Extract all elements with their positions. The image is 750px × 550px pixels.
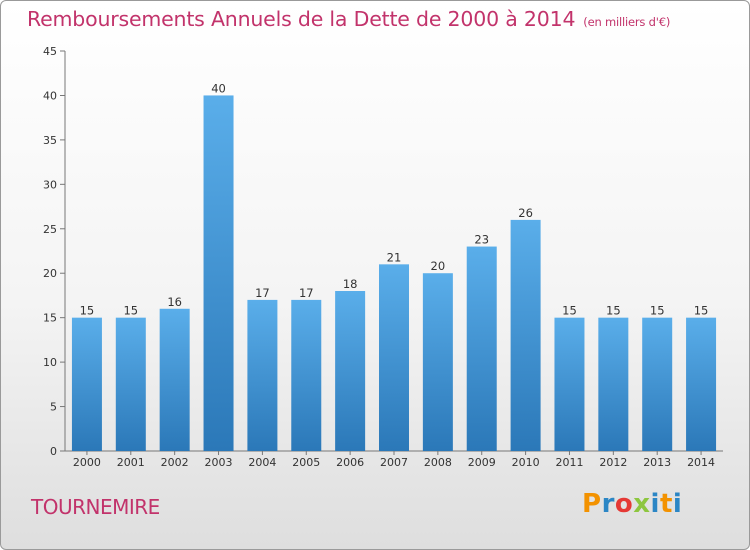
data-label: 15 bbox=[694, 304, 709, 318]
data-label: 21 bbox=[387, 250, 402, 264]
data-label: 15 bbox=[650, 304, 665, 318]
x-tick-label: 2013 bbox=[643, 456, 671, 469]
x-tick-label: 2003 bbox=[205, 456, 233, 469]
x-tick-label: 2001 bbox=[117, 456, 145, 469]
x-tick-label: 2007 bbox=[380, 456, 408, 469]
logo-letter: x bbox=[633, 489, 651, 519]
x-tick-label: 2014 bbox=[687, 456, 715, 469]
x-tick-label: 2008 bbox=[424, 456, 452, 469]
data-label: 40 bbox=[211, 81, 226, 95]
bar bbox=[71, 317, 102, 451]
bar bbox=[686, 317, 717, 451]
data-label: 23 bbox=[474, 233, 489, 247]
bar bbox=[642, 317, 673, 451]
proxiti-logo: Proxiti bbox=[582, 489, 682, 519]
title-text: Remboursements Annuels de la Dette de 20… bbox=[27, 7, 576, 31]
data-label: 15 bbox=[123, 304, 138, 318]
data-label: 15 bbox=[606, 304, 621, 318]
y-tick-label: 5 bbox=[50, 401, 57, 414]
bar bbox=[598, 317, 629, 451]
data-label: 15 bbox=[562, 304, 577, 318]
logo-letter: i bbox=[672, 489, 683, 519]
x-tick-label: 2012 bbox=[599, 456, 627, 469]
bar bbox=[510, 219, 541, 451]
chart-bars bbox=[71, 95, 717, 451]
y-tick-label: 0 bbox=[50, 445, 57, 458]
y-tick-label: 10 bbox=[43, 356, 57, 369]
bar bbox=[159, 308, 190, 451]
y-tick-label: 45 bbox=[43, 45, 57, 58]
x-tick-label: 2011 bbox=[555, 456, 583, 469]
bar bbox=[291, 299, 322, 451]
logo-letter: i bbox=[650, 489, 660, 519]
bar bbox=[115, 317, 146, 451]
x-tick-label: 2000 bbox=[73, 456, 101, 469]
data-label: 15 bbox=[80, 304, 95, 318]
bar bbox=[335, 291, 366, 451]
bar bbox=[466, 246, 497, 451]
y-tick-label: 40 bbox=[43, 89, 57, 102]
y-tick-label: 35 bbox=[43, 134, 57, 147]
x-tick-label: 2006 bbox=[336, 456, 364, 469]
x-tick-label: 2002 bbox=[161, 456, 189, 469]
y-tick-label: 15 bbox=[43, 312, 57, 325]
logo-letter: t bbox=[659, 489, 673, 519]
commune-name: TOURNEMIRE bbox=[31, 495, 160, 519]
x-tick-label: 2009 bbox=[468, 456, 496, 469]
y-tick-label: 20 bbox=[43, 267, 57, 280]
chart-title: Remboursements Annuels de la Dette de 20… bbox=[27, 7, 670, 31]
data-label: 17 bbox=[299, 286, 314, 300]
data-label: 17 bbox=[255, 286, 270, 300]
bar bbox=[422, 273, 453, 451]
data-label: 20 bbox=[431, 259, 446, 273]
chart-labels: 2000 15 2001 15 2002 16 2003 40 2004 17 2005 17 2006… bbox=[73, 81, 715, 469]
logo-letter: r bbox=[601, 489, 615, 519]
data-label: 16 bbox=[167, 295, 182, 309]
x-tick-label: 2004 bbox=[248, 456, 276, 469]
bar bbox=[554, 317, 585, 451]
y-tick-label: 25 bbox=[43, 223, 57, 236]
title-unit: (en milliers d'€) bbox=[583, 15, 671, 29]
data-label: 18 bbox=[343, 277, 358, 291]
bar bbox=[379, 264, 409, 451]
logo-letter: P bbox=[582, 489, 602, 519]
x-tick-label: 2010 bbox=[512, 456, 540, 469]
logo-letter: o bbox=[614, 489, 634, 519]
data-label: 26 bbox=[518, 206, 533, 220]
bar bbox=[247, 299, 278, 451]
y-tick-label: 30 bbox=[43, 178, 57, 191]
bar bbox=[203, 95, 234, 451]
x-tick-label: 2005 bbox=[292, 456, 320, 469]
